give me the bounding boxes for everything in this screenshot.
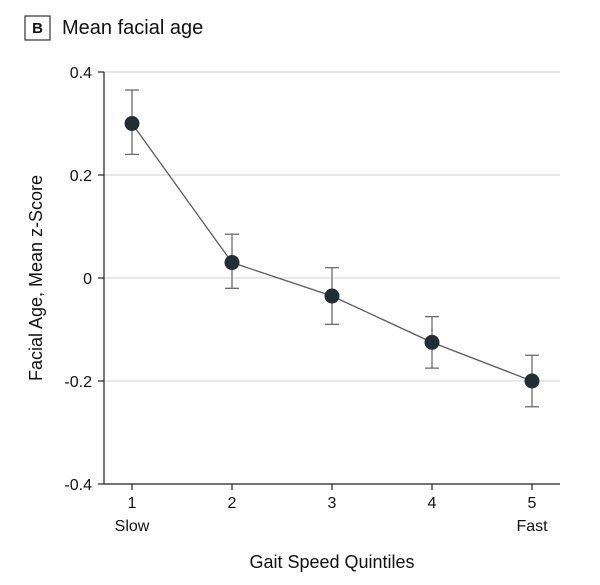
chart-title: Mean facial age (62, 17, 203, 39)
data-point-4 (524, 373, 540, 389)
panel-label: B (32, 20, 43, 37)
y-tick-label-2: 0 (83, 271, 92, 288)
y-tick-labels: 0.4 0.2 0 -0.2 -0.4 (64, 65, 104, 494)
data-point-3 (424, 334, 440, 350)
data-point-0 (124, 116, 140, 131)
x-tick-sublabel-4: Fast (516, 518, 548, 535)
x-tick-label-4: 5 (528, 495, 537, 512)
x-tick-label-0: 1 (128, 495, 137, 512)
x-tick-sublabel-0: Slow (115, 518, 150, 535)
panel-label-box (24, 15, 51, 41)
x-tick-labels: 1 Slow 2 3 4 5 Fast (115, 484, 548, 535)
x-tick-label-1: 2 (228, 495, 237, 512)
y-axis-title: Facial Age, Mean z-Score (26, 175, 46, 381)
series-line (131, 123, 533, 382)
data-points (124, 116, 540, 389)
data-point-2 (324, 288, 340, 304)
error-bars (125, 89, 539, 408)
y-tick-label-0: 0.4 (70, 65, 92, 82)
x-axis-title: Gait Speed Quintiles (249, 552, 414, 572)
y-tick-label-4: -0.4 (64, 477, 92, 494)
series-line-group (131, 123, 533, 382)
data-point-1 (224, 255, 240, 271)
x-tick-label-2: 3 (328, 495, 337, 512)
y-tick-label-3: -0.2 (64, 374, 92, 391)
chart-header: B Mean facial age (24, 15, 203, 41)
x-tick-label-3: 4 (428, 495, 437, 512)
y-tick-label-1: 0.2 (70, 168, 92, 185)
gridlines (104, 71, 560, 382)
